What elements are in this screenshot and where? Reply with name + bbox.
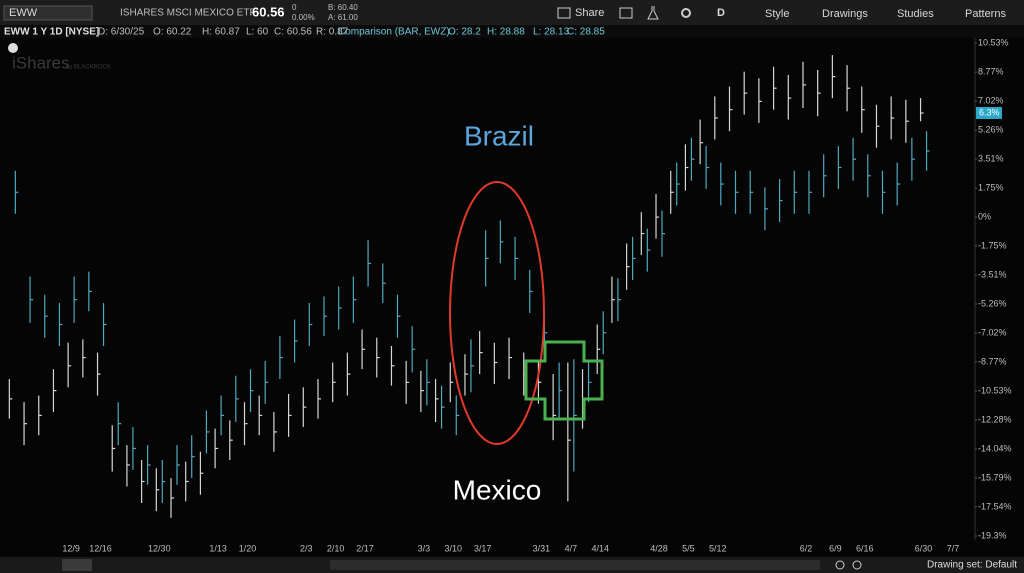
share-icon[interactable] <box>557 7 571 19</box>
x-tick-label: 2/17 <box>356 543 374 553</box>
studies-menu[interactable]: Studies <box>897 8 934 20</box>
zoom-in[interactable] <box>852 560 862 570</box>
cmp-high: H: 28.88 <box>487 27 525 38</box>
y-tick-label: 10.53% <box>978 37 1009 47</box>
y-tick-label: -3.51% <box>978 269 1007 279</box>
highlight-cross <box>524 340 604 421</box>
x-tick-label: 1/20 <box>239 543 257 553</box>
toolbar <box>0 0 1024 25</box>
y-tick-label: -10.53% <box>978 385 1012 395</box>
y-tick-label: -8.77% <box>978 356 1007 366</box>
x-tick-label: 4/7 <box>565 543 578 553</box>
x-tick-label: 1/13 <box>209 543 227 553</box>
patterns-menu[interactable]: Patterns <box>965 8 1006 20</box>
symbol-box[interactable] <box>3 5 93 21</box>
settings-icon[interactable] <box>681 8 691 18</box>
drawings-menu[interactable]: Drawings <box>822 8 868 20</box>
info-high: H: 60.87 <box>202 27 240 38</box>
y-tick-label: -14.04% <box>978 443 1012 453</box>
y-tick-label: -17.54% <box>978 501 1012 511</box>
y-tick-label: -15.79% <box>978 472 1012 482</box>
x-tick-label: 4/14 <box>591 543 609 553</box>
y-tick-label: 3.51% <box>978 153 1004 163</box>
x-tick-label: 6/30 <box>915 543 933 553</box>
description: ISHARES MSCI MEXICO ETF <box>120 8 256 19</box>
y-tick-label: 0% <box>978 211 991 221</box>
info-low: L: 60 <box>246 27 269 38</box>
last-price: 60.56 <box>252 4 285 19</box>
x-tick-label: 3/10 <box>444 543 462 553</box>
ask: A: 61.00 <box>328 13 358 22</box>
x-tick-label: 6/2 <box>800 543 813 553</box>
y-tick-label: 7.02% <box>978 95 1004 105</box>
x-tick-label: 12/30 <box>148 543 171 553</box>
y-tick-label: 5.26% <box>978 125 1004 135</box>
watermark: iShares <box>12 53 70 72</box>
x-tick-label: 12/16 <box>89 543 112 553</box>
cmp-close: C: 28.85 <box>567 27 605 38</box>
x-tick-label: 7/7 <box>947 543 960 553</box>
x-tick-label: 6/9 <box>829 543 842 553</box>
y-tick-label: -7.02% <box>978 327 1007 337</box>
x-tick-label: 3/3 <box>418 543 431 553</box>
info-range: R: 0.87 <box>316 27 349 38</box>
cmp-low: L: 28.13 <box>533 27 570 38</box>
alert-icon[interactable] <box>619 7 633 19</box>
drawing-set[interactable]: Drawing set: Default <box>927 560 1017 571</box>
y-tick-label: 1.75% <box>978 183 1004 193</box>
annotation-brazil: Brazil <box>464 120 534 151</box>
info-date: D: 6/30/25 <box>98 27 145 38</box>
last-price-label: 6.3% <box>979 107 1000 117</box>
info-bar <box>0 25 1024 38</box>
flask-icon[interactable] <box>647 6 659 20</box>
y-tick-label: -5.26% <box>978 298 1007 308</box>
highlight-ellipse <box>449 181 545 445</box>
bid: B: 60.40 <box>328 3 358 12</box>
zoom-out[interactable] <box>835 560 845 570</box>
x-tick-label: 5/5 <box>682 543 695 553</box>
cmp-open: O: 28.2 <box>448 27 481 38</box>
scroll-handle[interactable] <box>62 559 92 571</box>
watermark-sub: by BLACKROCK <box>66 65 111 71</box>
alert-badge[interactable] <box>8 43 18 53</box>
last-price-tag <box>976 106 1002 119</box>
change: 0 <box>292 3 297 12</box>
y-tick-label: -19.3% <box>978 530 1007 540</box>
x-tick-label: 2/3 <box>300 543 313 553</box>
x-tick-label: 6/16 <box>856 543 874 553</box>
share-button[interactable]: Share <box>575 7 604 19</box>
aggregation[interactable]: D <box>717 7 725 19</box>
x-tick-label: 3/17 <box>474 543 492 553</box>
scrollbar[interactable] <box>330 560 820 570</box>
plot <box>8 55 930 518</box>
x-tick-label: 2/10 <box>327 543 345 553</box>
x-tick-label: 3/31 <box>533 543 551 553</box>
change-pct: 0.00% <box>292 13 315 22</box>
x-tick-label: 12/9 <box>62 543 80 553</box>
info-close: C: 60.56 <box>274 27 312 38</box>
x-tick-label: 5/12 <box>709 543 727 553</box>
y-tick-label: -12.28% <box>978 414 1012 424</box>
comparison: Comparison (BAR, EWZ) <box>338 27 450 38</box>
annotation-mexico: Mexico <box>453 474 542 505</box>
chart-title: EWW 1 Y 1D [NYSE] <box>4 27 99 38</box>
info-open: O: 60.22 <box>153 27 192 38</box>
symbol[interactable]: EWW <box>9 7 38 19</box>
style-menu[interactable]: Style <box>765 8 789 20</box>
y-tick-label: -1.75% <box>978 240 1007 250</box>
x-tick-label: 4/28 <box>650 543 668 553</box>
y-tick-label: 8.77% <box>978 67 1004 77</box>
